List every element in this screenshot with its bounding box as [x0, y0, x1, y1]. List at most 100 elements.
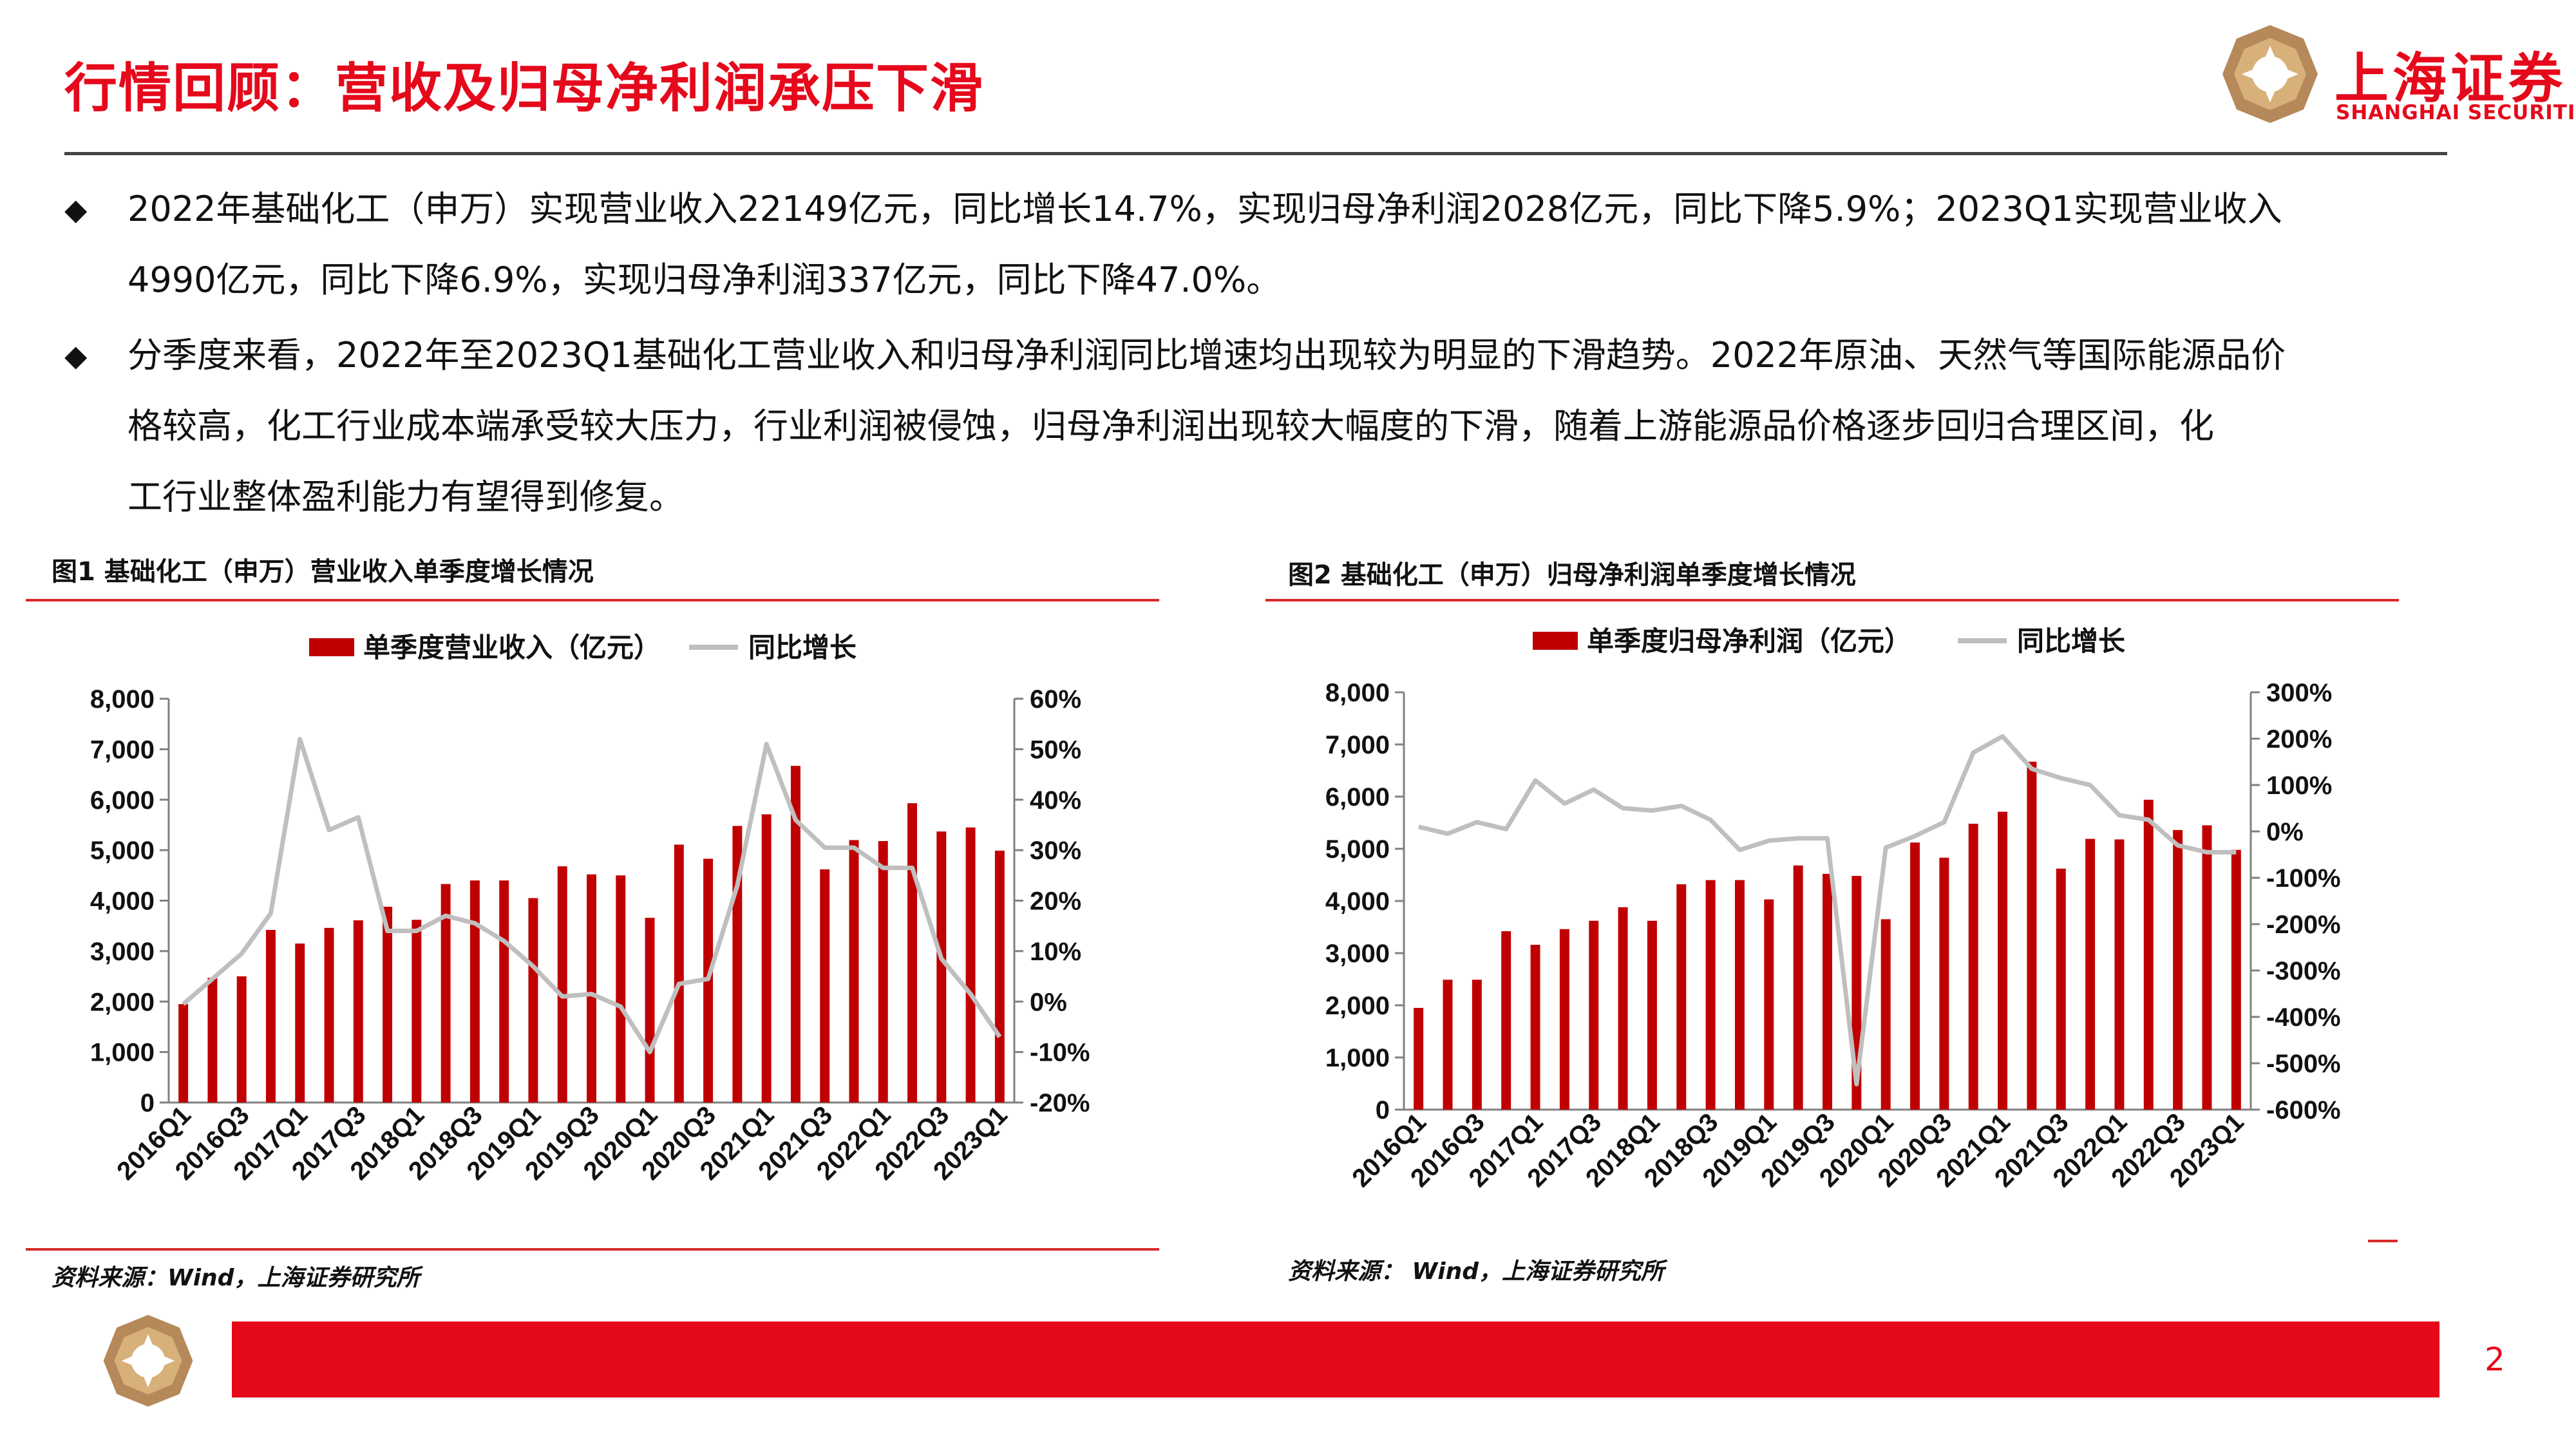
right-axis-tick-label: 300%	[2266, 679, 2332, 707]
right-axis-tick-label: 60%	[1030, 685, 1081, 714]
diamond-bullet-icon: ◆	[64, 338, 88, 373]
bullet-2-line-2: 格较高，化工行业成本端承受较大压力，行业利润被侵蚀，归母净利润出现较大幅度的下滑…	[128, 406, 2214, 446]
right-axis-tick-label: -100%	[2266, 864, 2341, 893]
right-axis-tick-label: 30%	[1030, 837, 1081, 865]
bar-2023Q1	[2231, 849, 2241, 1110]
right-axis-tick-label: 20%	[1030, 887, 1081, 916]
bar-2022Q1	[878, 841, 888, 1103]
left-axis-tick-label: 1,000	[90, 1039, 155, 1067]
bar-2022Q1	[2114, 839, 2125, 1110]
left-axis-tick-label: 1,000	[1325, 1044, 1390, 1072]
bar-2017Q4	[383, 906, 393, 1103]
legend-bar-label: 单季度营业收入（亿元）	[363, 632, 661, 663]
bar-2019Q2	[1793, 865, 1803, 1110]
bar-2017Q3	[353, 920, 363, 1103]
left-axis-tick-label: 4,000	[90, 887, 155, 916]
bar-2020Q1	[1880, 919, 1891, 1110]
page-title: 行情回顾：营收及归母净利润承压下滑	[64, 58, 985, 119]
left-axis-tick-label: 6,000	[90, 786, 155, 815]
bar-2020Q3	[1939, 857, 1949, 1110]
right-axis-tick-label: -200%	[2266, 911, 2341, 939]
bar-2016Q4	[1501, 931, 1511, 1110]
bullet-1-line-1: 2022年基础化工（申万）实现营业收入22149亿元，同比增长14.7%，实现归…	[128, 189, 2282, 229]
bar-2022Q4	[2202, 825, 2212, 1110]
bar-2017Q1	[295, 943, 305, 1103]
figure-2-source: 资料来源： Wind，上海证券研究所	[1288, 1258, 1664, 1285]
legend-bar-swatch	[309, 638, 354, 656]
bullet-2: ◆ 分季度来看，2022年至2023Q1基础化工营业收入和归母净利润同比增速均出…	[64, 320, 2447, 533]
figure-1-top-rule	[26, 599, 1159, 601]
left-axis-tick-label: 8,000	[1325, 679, 1390, 707]
legend-line-label: 同比增长	[2017, 626, 2125, 656]
bar-2021Q2	[790, 766, 800, 1103]
bar-2020Q2	[674, 844, 684, 1103]
footer-bar	[232, 1321, 2439, 1397]
chart-2: 0 1,000 2,000 3,000 4,000 5,000 6,000 7,000 8,00…	[1325, 626, 2341, 1193]
left-axis-tick-label: 4,000	[1325, 887, 1390, 916]
header-divider	[64, 152, 2447, 155]
bar-2021Q1	[1998, 811, 2008, 1110]
bar-2016Q3	[1472, 980, 1482, 1110]
left-axis-tick-label: 5,000	[90, 837, 155, 865]
bar-2018Q2	[440, 884, 451, 1103]
right-axis-tick-label: 0%	[1030, 988, 1067, 1016]
left-axis-tick-label: 6,000	[1325, 783, 1390, 811]
bar-2018Q2	[1676, 884, 1687, 1110]
shanghai-securities-logo-icon	[2222, 25, 2318, 123]
bar-2018Q4	[499, 880, 509, 1103]
bar-2019Q4	[616, 875, 626, 1103]
bar-2016Q1	[1414, 1008, 1424, 1110]
logo-text-en: SHANGHAI SECURITIES	[2336, 101, 2576, 124]
bar-2017Q2	[324, 927, 334, 1103]
chart-1: 0 1,000 2,000 3,000 4,000 5,000 6,000 7,000 8,00…	[90, 632, 1090, 1186]
bar-2016Q3	[236, 976, 247, 1103]
bar-2017Q2	[1559, 929, 1569, 1110]
right-axis-tick-label: -600%	[2266, 1096, 2341, 1124]
left-axis-tick-label: 5,000	[1325, 835, 1390, 864]
yoy-growth-line	[1417, 734, 2237, 1086]
left-axis-tick-label: 2,000	[1325, 992, 1390, 1020]
bar-2018Q1	[412, 920, 422, 1103]
bar-2020Q1	[645, 918, 655, 1103]
bar-2019Q3	[1823, 873, 1832, 1110]
bar-2017Q3	[1589, 920, 1599, 1110]
left-axis-tick-label: 7,000	[90, 735, 155, 764]
bar-2016Q2	[1443, 980, 1453, 1110]
bar-2018Q3	[469, 880, 480, 1103]
bar-2017Q1	[1530, 945, 1540, 1110]
left-axis-tick-label: 2,000	[90, 988, 155, 1016]
bullet-2-line-1: 分季度来看，2022年至2023Q1基础化工营业收入和归母净利润同比增速均出现较…	[128, 335, 2286, 375]
bar-2017Q4	[1618, 907, 1628, 1110]
bar-2016Q4	[265, 929, 276, 1103]
bar-2019Q1	[528, 898, 538, 1103]
right-axis-tick-label: 40%	[1030, 786, 1081, 815]
right-axis-tick-label: 100%	[2266, 772, 2332, 800]
legend-line-label: 同比增长	[748, 632, 857, 663]
left-axis-tick-label: 8,000	[90, 685, 155, 714]
logo: 上海证券 SHANGHAI SECURITIES	[2219, 23, 2576, 129]
right-axis-tick-label: -20%	[1030, 1089, 1090, 1117]
bar-2023Q1	[994, 850, 1005, 1103]
bar-2022Q2	[907, 803, 918, 1103]
bullet-1-line-2: 4990亿元，同比下降6.9%，实现归母净利润337亿元，同比下降47.0%。	[128, 260, 1282, 300]
right-axis-tick-label: -300%	[2266, 957, 2341, 985]
bar-2021Q1	[761, 814, 772, 1103]
bar-2018Q1	[1647, 920, 1657, 1110]
bar-2019Q1	[1764, 899, 1774, 1110]
yoy-growth-line	[182, 737, 1002, 1055]
bar-2021Q3	[2056, 868, 2066, 1110]
legend-bar-swatch	[1533, 632, 1578, 650]
bar-2018Q4	[1734, 880, 1745, 1110]
right-axis-tick-label: 10%	[1030, 938, 1081, 966]
logo-text-cn: 上海证券	[2334, 47, 2567, 110]
diamond-bullet-icon: ◆	[64, 192, 88, 227]
bar-2020Q2	[1910, 842, 1920, 1110]
bar-2019Q2	[557, 866, 567, 1103]
bar-2021Q2	[2027, 761, 2037, 1110]
page-number: 2	[2485, 1341, 2505, 1378]
left-axis-tick-label: 3,000	[90, 938, 155, 966]
figure-1-source: 资料来源：Wind，上海证券研究所	[52, 1265, 420, 1291]
bar-2021Q4	[849, 840, 859, 1103]
legend-bar-label: 单季度归母净利润（亿元）	[1587, 626, 1911, 656]
bar-2022Q3	[2173, 829, 2183, 1110]
